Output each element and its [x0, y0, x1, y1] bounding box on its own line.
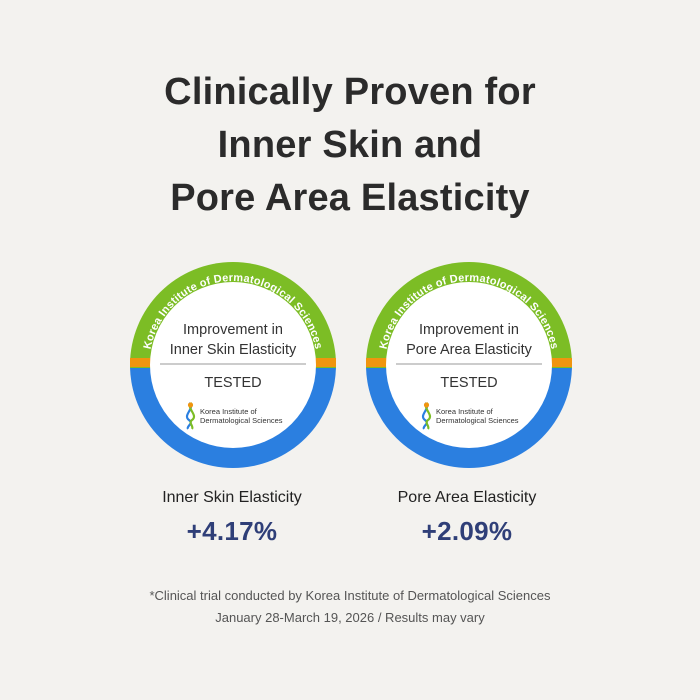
page-headline: Clinically Proven for Inner Skin and Por…: [0, 66, 700, 225]
metric-value-inner-skin: +4.17%: [186, 516, 278, 546]
dna-logo-icon: [185, 402, 196, 430]
badge-title-line-1: Improvement in: [183, 322, 283, 338]
badge-inner-skin: Korea Institute of Dermatological Scienc…: [130, 262, 336, 468]
badge-title-line-1: Improvement in: [419, 322, 519, 338]
badge-title-line-2: Pore Area Elasticity: [406, 342, 532, 358]
metric-label-inner-skin: Inner Skin Elasticity: [162, 489, 302, 506]
metric-value-pore-area: +2.09%: [421, 516, 513, 546]
footnote: *Clinical trial conducted by Korea Insti…: [0, 585, 700, 629]
badge-pore-area: Korea Institute of Dermatological Scienc…: [366, 262, 572, 468]
logo-text-line-2: Dermatological Sciences: [436, 416, 519, 425]
logo-text-line-2: Dermatological Sciences: [200, 416, 283, 425]
footnote-line-1: *Clinical trial conducted by Korea Insti…: [149, 588, 551, 603]
headline-line-3: Pore Area Elasticity: [170, 177, 530, 219]
metric-label-pore-area: Pore Area Elasticity: [397, 489, 537, 506]
headline-line-2: Inner Skin and: [217, 124, 483, 166]
badge-title-line-2: Inner Skin Elasticity: [170, 342, 297, 358]
dna-logo-icon: [421, 402, 432, 430]
badge-status: TESTED: [204, 375, 261, 391]
logo-text-line-1: Korea Institute of: [200, 407, 258, 416]
footnote-line-2: January 28-March 19, 2026 / Results may …: [215, 610, 485, 625]
logo-text-line-1: Korea Institute of: [436, 407, 494, 416]
headline-line-1: Clinically Proven for: [164, 71, 536, 113]
badge-status: TESTED: [440, 375, 497, 391]
